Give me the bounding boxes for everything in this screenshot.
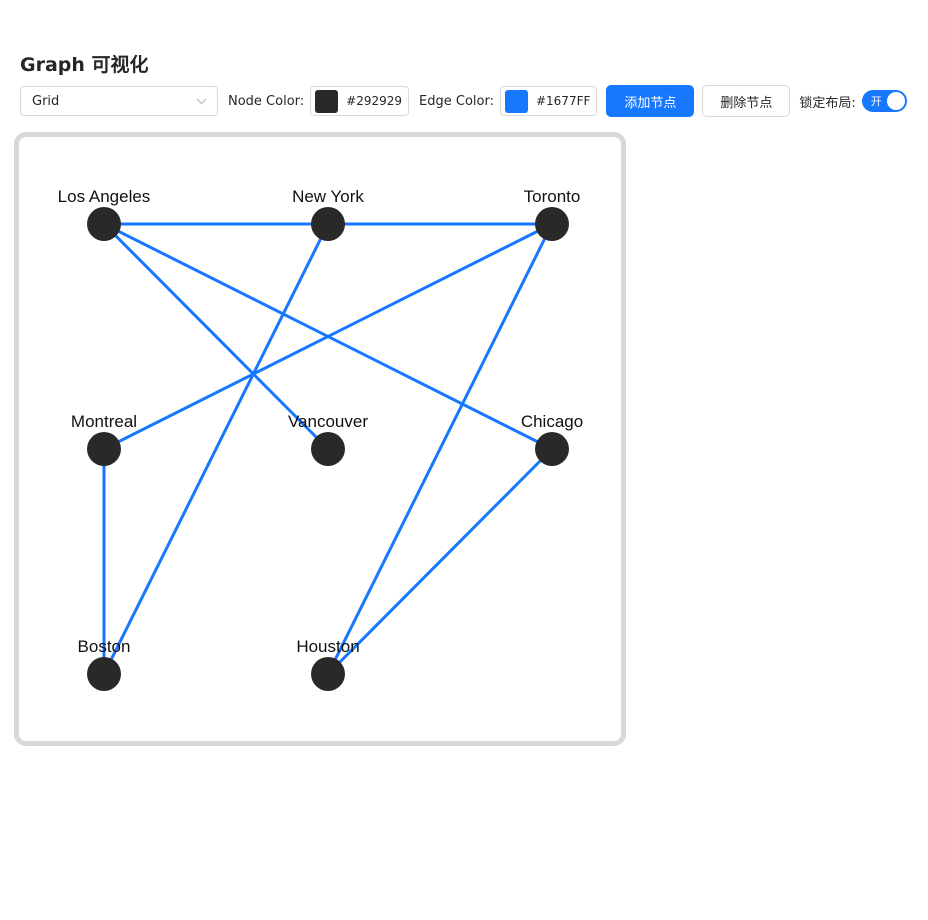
toolbar: Grid Node Color: #292929 Edge Color: #16… bbox=[20, 85, 907, 117]
edge-color-label: Edge Color: bbox=[419, 93, 494, 109]
graph-canvas[interactable]: Los Angeles New York Toronto Montreal Vancou… bbox=[20, 138, 620, 740]
node-new-york[interactable] bbox=[311, 207, 345, 241]
node-color-value: #292929 bbox=[346, 94, 403, 108]
edge-chicago-houston[interactable] bbox=[326, 447, 554, 676]
node-label-montreal: Montreal bbox=[71, 412, 137, 431]
edge-color-swatch bbox=[504, 89, 528, 113]
node-label-vancouver: Vancouver bbox=[288, 412, 368, 431]
node-houston[interactable] bbox=[311, 657, 345, 691]
lock-layout-switch[interactable]: 开 bbox=[861, 90, 907, 112]
page-title: Graph 可视化 bbox=[20, 54, 149, 76]
graph-svg[interactable]: Los Angeles New York Toronto Montreal Vancou… bbox=[20, 138, 620, 738]
node-color-picker[interactable]: #292929 bbox=[310, 86, 410, 116]
node-vancouver[interactable] bbox=[311, 432, 345, 466]
edge-color-value: #1677FF bbox=[535, 94, 591, 108]
lock-layout-switch-text: 开 bbox=[870, 95, 882, 108]
add-node-button[interactable]: 添加节点 bbox=[606, 85, 695, 117]
delete-node-button[interactable]: 删除节点 bbox=[702, 85, 791, 117]
node-label-chicago: Chicago bbox=[521, 412, 583, 431]
node-boston[interactable] bbox=[87, 657, 121, 691]
layout-select[interactable]: Grid bbox=[20, 86, 218, 116]
edge-color-picker[interactable]: #1677FF bbox=[499, 86, 598, 116]
node-color-label: Node Color: bbox=[228, 93, 305, 109]
lock-layout-label: 锁定布局: bbox=[799, 95, 856, 111]
edge-toronto-houston[interactable] bbox=[326, 223, 554, 675]
edge-new-york-boston[interactable] bbox=[102, 223, 330, 675]
node-label-toronto: Toronto bbox=[524, 187, 581, 206]
node-los-angeles[interactable] bbox=[87, 207, 121, 241]
graph-canvas-frame: Los Angeles New York Toronto Montreal Vancou… bbox=[14, 132, 626, 746]
node-montreal[interactable] bbox=[87, 432, 121, 466]
edge-toronto-montreal[interactable] bbox=[103, 222, 553, 451]
node-label-new-york: New York bbox=[292, 187, 364, 206]
chevron-down-icon bbox=[196, 98, 207, 105]
node-label-houston: Houston bbox=[296, 637, 359, 656]
layout-select-value: Grid bbox=[32, 93, 60, 109]
edge-los-angeles-vancouver[interactable] bbox=[102, 222, 330, 451]
node-label-boston: Boston bbox=[78, 637, 131, 656]
switch-knob bbox=[886, 92, 905, 110]
node-label-los-angeles: Los Angeles bbox=[58, 187, 151, 206]
node-chicago[interactable] bbox=[535, 432, 569, 466]
node-color-swatch bbox=[315, 89, 339, 113]
node-toronto[interactable] bbox=[535, 207, 569, 241]
